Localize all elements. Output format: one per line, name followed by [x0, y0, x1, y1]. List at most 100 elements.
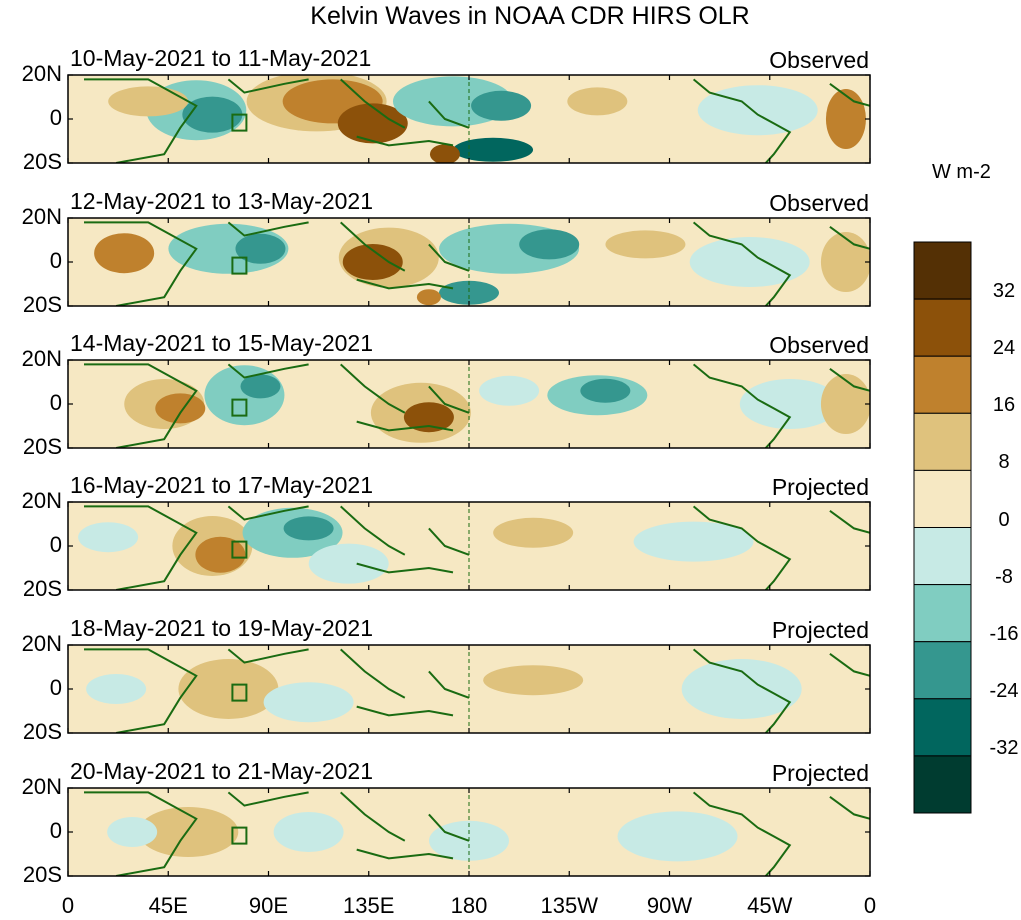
olr-anomaly-contour: [308, 543, 389, 584]
lon-label: 0: [863, 893, 877, 918]
coastline: [227, 791, 309, 807]
olr-anomaly-contour: [493, 517, 574, 548]
coastline: [829, 509, 870, 534]
coastline: [428, 100, 470, 129]
lon-label: 180: [450, 893, 488, 918]
colorbar-swatch: [913, 355, 972, 414]
panel-status: Observed: [769, 190, 869, 216]
colorbar-label: 8: [998, 451, 1010, 474]
lat-label: 20N: [21, 488, 62, 513]
colorbar-swatch: [913, 241, 972, 300]
region-box: [231, 256, 248, 275]
colorbar-label: 32: [992, 280, 1016, 303]
coastline: [428, 813, 470, 842]
lat-label: 20S: [22, 434, 62, 459]
panel-date-range: 12-May-2021 to 13-May-2021: [70, 188, 373, 214]
olr-anomaly-contour: [337, 103, 408, 144]
olr-anomaly-contour: [820, 374, 870, 434]
olr-anomaly-contour: [567, 87, 628, 116]
coastline: [428, 243, 470, 272]
colorbar-swatch: [913, 527, 972, 586]
colorbar: [913, 241, 972, 814]
olr-anomaly-contour: [479, 375, 540, 406]
colorbar-label: -16: [989, 622, 1019, 645]
colorbar-label: -8: [995, 565, 1013, 588]
olr-anomaly-contour: [519, 229, 580, 260]
colorbar-swatch: [913, 755, 972, 814]
coastline: [829, 82, 870, 107]
olr-anomaly-contour: [263, 682, 354, 723]
olr-anomaly-contour: [471, 90, 532, 121]
olr-anomaly-contour: [403, 402, 454, 433]
olr-anomaly-contour: [739, 379, 840, 429]
coastline: [829, 652, 870, 677]
coastline: [84, 648, 198, 733]
map-panel: [67, 644, 871, 734]
olr-anomaly-contour: [178, 659, 279, 719]
coastline: [356, 562, 454, 574]
colorbar-label: -32: [989, 736, 1019, 759]
panel-status: Projected: [771, 760, 869, 786]
coastline: [692, 363, 792, 448]
colorbar-label: 24: [992, 337, 1016, 360]
map-panel: [67, 359, 871, 449]
coastline: [227, 505, 309, 521]
olr-anomaly-contour: [416, 289, 441, 306]
olr-anomaly-contour: [283, 516, 334, 541]
olr-anomaly-contour: [453, 137, 534, 162]
coastline: [829, 367, 870, 392]
coastline: [84, 221, 198, 306]
coastline: [340, 78, 406, 129]
region-box: [231, 113, 248, 132]
lat-label: 0: [49, 390, 62, 415]
lat-label: 20N: [21, 346, 62, 371]
panel-date-range: 18-May-2021 to 19-May-2021: [70, 615, 373, 641]
region-box: [231, 540, 248, 559]
coastline: [428, 527, 470, 556]
map-panel: [67, 74, 871, 164]
olr-anomaly-contour: [78, 522, 139, 553]
coastline: [227, 78, 309, 94]
olr-anomaly-contour: [235, 233, 286, 264]
coastline: [84, 78, 198, 163]
panel-date-range: 10-May-2021 to 11-May-2021: [70, 45, 372, 71]
region-box: [231, 826, 248, 845]
coastline: [692, 221, 792, 306]
lat-label: 20S: [22, 149, 62, 174]
lat-label: 20S: [22, 576, 62, 601]
olr-anomaly-contour: [429, 144, 460, 163]
figure-title: Kelvin Waves in NOAA CDR HIRS OLR: [310, 2, 750, 30]
lon-label: 90W: [646, 893, 693, 918]
olr-anomaly-contour: [240, 374, 281, 399]
colorbar-label: -24: [989, 679, 1019, 702]
panel-date-range: 14-May-2021 to 15-May-2021: [70, 330, 373, 356]
coastline: [340, 505, 406, 556]
coastline: [84, 363, 198, 448]
olr-anomaly-contour: [483, 665, 584, 696]
coastline: [84, 505, 198, 590]
colorbar-swatch: [913, 298, 972, 357]
panel-status: Projected: [771, 617, 869, 643]
coastline: [829, 225, 870, 250]
olr-anomaly-contour: [86, 674, 147, 704]
coastline: [340, 363, 406, 414]
olr-anomaly-contour: [108, 86, 189, 117]
map-panel: [67, 501, 871, 591]
olr-anomaly-contour: [820, 232, 870, 292]
lat-label: 0: [49, 675, 62, 700]
coastline: [227, 648, 309, 664]
olr-anomaly-contour: [681, 659, 802, 719]
colorbar-label: 0: [998, 508, 1010, 531]
panel-date-range: 16-May-2021 to 17-May-2021: [70, 472, 373, 498]
coastline: [692, 648, 792, 733]
coastline: [227, 363, 309, 379]
lat-label: 0: [49, 248, 62, 273]
lat-label: 20N: [21, 204, 62, 229]
coastline: [428, 385, 470, 414]
panel-status: Observed: [769, 47, 869, 73]
olr-anomaly-contour: [580, 378, 631, 403]
coastline: [84, 791, 198, 876]
lon-label: 135E: [343, 893, 395, 918]
colorbar-swatch: [913, 641, 972, 700]
region-box: [231, 398, 248, 417]
